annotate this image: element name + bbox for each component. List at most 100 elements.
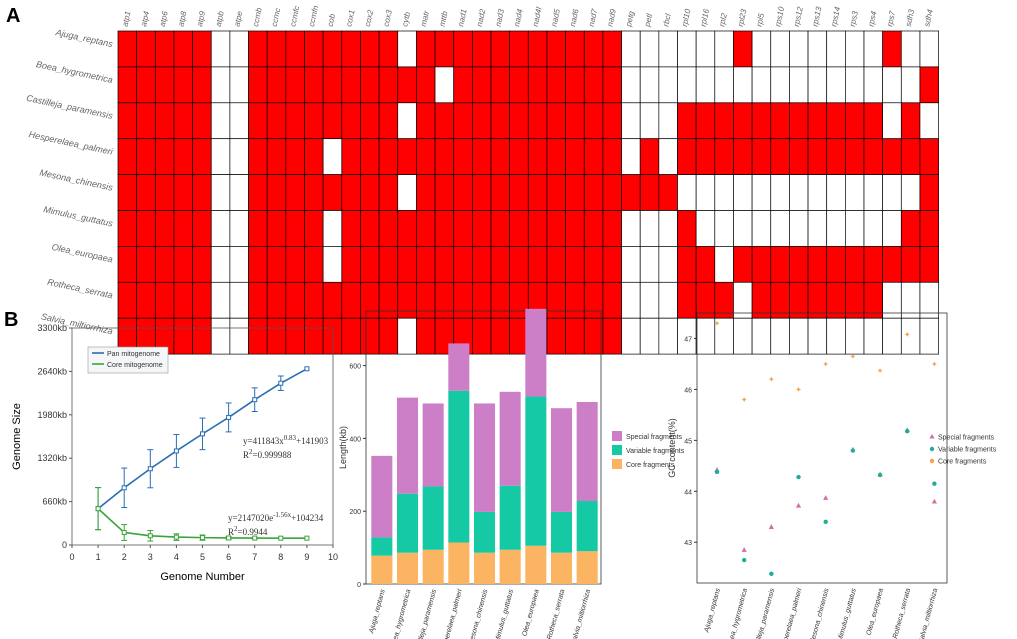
- heatmap-cell: [341, 246, 361, 283]
- heatmap-cell: [472, 102, 492, 140]
- heatmap-cell: [770, 30, 790, 68]
- data-point: [741, 397, 747, 403]
- heatmap-cell: [714, 66, 734, 104]
- heatmap-cell: [695, 30, 716, 68]
- heatmap-cell: [136, 246, 156, 283]
- heatmap-cell: [154, 210, 175, 247]
- heatmap-cell: [658, 281, 678, 319]
- heatmap-cell: [360, 30, 380, 68]
- heatmap-cell: [285, 317, 305, 355]
- heatmap-cell: [789, 246, 809, 283]
- data-point: [173, 534, 179, 540]
- heatmap-cell: [472, 138, 492, 175]
- category-label: Mimulus_guttatus: [494, 588, 515, 639]
- bar-segment: [473, 511, 496, 553]
- heatmap-cell: [490, 246, 510, 283]
- gene-label: petl: [642, 13, 654, 29]
- x-axis-label: Genome Number: [160, 571, 245, 583]
- heatmap-cell: [639, 174, 660, 211]
- heatmap-cell: [210, 317, 231, 355]
- heatmap-cell: [453, 66, 473, 104]
- line-chart-panel: 0 1 2 3 4 5 6 7 8 9 10 0 660kb 1320kb 1980kb 2640kb 3300…: [11, 323, 338, 583]
- heatmap-cell: [154, 102, 175, 140]
- heatmap-cell: [565, 317, 585, 355]
- heatmap-cell: [658, 246, 678, 283]
- data-point: [226, 414, 232, 420]
- heatmap-cell: [472, 317, 492, 355]
- heatmap-cell: [807, 246, 828, 283]
- gene-label: rps7: [885, 10, 897, 28]
- heatmap-cell: [509, 174, 529, 211]
- heatmap-cell: [844, 102, 865, 140]
- species-label: Ajuga_reptans: [54, 27, 114, 49]
- heatmap-cell: [509, 246, 529, 283]
- heatmap-cell: [546, 138, 566, 175]
- heatmap-cell: [192, 281, 212, 319]
- category-label: Mesona_chinensis: [809, 587, 831, 639]
- heatmap-cell: [453, 30, 473, 68]
- heatmap-cell: [714, 102, 734, 140]
- bar-segment: [525, 308, 547, 397]
- heatmap-cell: [341, 138, 361, 175]
- heatmap-cell: [565, 281, 585, 319]
- heatmap-cell: [863, 66, 883, 104]
- heatmap-cell: [789, 210, 809, 247]
- heatmap-cell: [807, 30, 828, 68]
- legend-box: [87, 346, 169, 374]
- bar-segment: [422, 486, 444, 550]
- bar-segment: [422, 403, 444, 487]
- heatmap-cell: [322, 246, 343, 283]
- heatmap-cell: [509, 138, 529, 175]
- bar-segment: [396, 493, 419, 553]
- heatmap-cell: [378, 30, 399, 68]
- heatmap-cell: [453, 102, 473, 140]
- y-tick-label: 0: [62, 540, 67, 550]
- heatmap-cell: [658, 317, 678, 355]
- heatmap-cell: [285, 210, 305, 247]
- data-point: [823, 519, 828, 525]
- heatmap-cell: [173, 317, 193, 355]
- bar-segment: [473, 552, 496, 584]
- data-point: [200, 535, 205, 541]
- data-point: [932, 481, 937, 486]
- species-label: Mesona_chinensis: [39, 167, 114, 192]
- heatmap-cell: [621, 317, 641, 355]
- heatmap-cell: [509, 66, 529, 104]
- y-tick-label: 1320kb: [37, 453, 67, 463]
- heatmap-cell: [434, 281, 455, 319]
- heatmap-cell: [826, 317, 846, 355]
- heatmap-cell: [173, 174, 193, 211]
- heatmap-cell: [397, 102, 417, 140]
- heatmap-cell: [714, 30, 734, 68]
- legend-label: Special fragments: [938, 435, 995, 442]
- heatmap-cell: [210, 30, 231, 68]
- panel-label-b: B: [4, 309, 18, 331]
- heatmap-cell: [882, 66, 902, 104]
- heatmap-cell: [173, 102, 193, 140]
- gene-label: nad2: [475, 8, 488, 28]
- heatmap-cell: [677, 210, 697, 247]
- heatmap-cell: [192, 102, 212, 140]
- heatmap-cell: [844, 174, 865, 211]
- heatmap-cell: [210, 66, 231, 104]
- gene-label: rps12: [792, 5, 805, 27]
- heatmap-cell: [826, 102, 846, 140]
- heatmap-cell: [490, 66, 510, 104]
- heatmap-cell: [229, 174, 249, 211]
- legend-label: Core fragments: [626, 462, 675, 469]
- heatmap-cell: [322, 174, 343, 211]
- heatmap-cell: [677, 66, 697, 104]
- x-tick-label: 8: [278, 552, 283, 562]
- gene-label: rps4: [866, 10, 878, 28]
- heatmap-cell: [751, 66, 772, 104]
- x-tick-label: 0: [69, 552, 74, 562]
- bar-segment: [448, 390, 470, 543]
- heatmap-cell: [266, 246, 287, 283]
- heatmap-cell: [919, 317, 939, 355]
- heatmap-cell: [434, 246, 455, 283]
- heatmap-cell: [658, 66, 678, 104]
- gene-label: atp1: [120, 10, 132, 27]
- heatmap-cell: [248, 281, 268, 319]
- data-point: [173, 448, 179, 454]
- x-tick-label: 10: [328, 552, 338, 562]
